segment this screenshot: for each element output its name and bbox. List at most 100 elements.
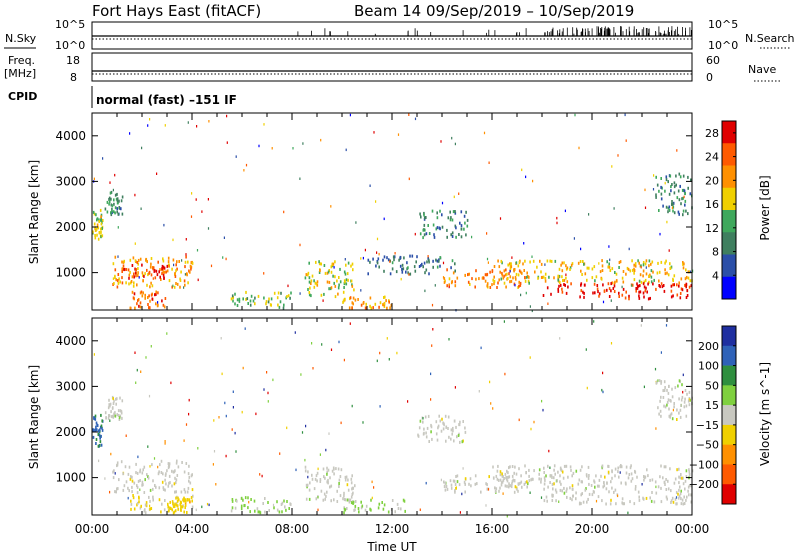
x-tick-label: 12:00	[375, 522, 410, 536]
data-cell	[160, 471, 163, 474]
data-cell	[553, 464, 556, 468]
data-cell	[423, 233, 426, 237]
data-cell	[220, 337, 222, 340]
data-cell	[574, 113, 576, 117]
data-cell	[230, 297, 233, 301]
data-cell	[596, 484, 599, 488]
data-cell	[136, 501, 139, 505]
data-cell	[682, 174, 685, 178]
data-cell	[168, 481, 170, 485]
data-cell	[333, 467, 335, 471]
data-cell	[655, 287, 657, 291]
data-cell	[675, 502, 677, 506]
data-cell	[121, 416, 123, 420]
data-cell	[144, 296, 146, 300]
data-cell	[634, 487, 637, 491]
data-cell	[655, 485, 657, 489]
data-cell	[139, 470, 141, 474]
data-cell	[682, 502, 685, 506]
data-cell	[128, 276, 130, 280]
data-cell	[664, 405, 667, 409]
cpid-label: CPID	[8, 90, 37, 103]
data-cell	[559, 480, 561, 484]
data-cell	[108, 202, 110, 206]
data-cell	[527, 482, 529, 486]
data-cell	[323, 475, 325, 479]
data-cell	[413, 265, 416, 269]
data-cell	[146, 268, 148, 272]
data-cell	[630, 464, 632, 468]
data-cell	[310, 294, 312, 298]
data-cell	[559, 474, 561, 478]
data-cell	[276, 296, 279, 300]
data-cell	[113, 282, 115, 285]
data-cell	[350, 264, 352, 268]
data-cell	[541, 399, 543, 403]
data-cell	[313, 487, 316, 491]
data-cell	[244, 504, 246, 507]
data-cell	[562, 476, 565, 480]
data-cell	[256, 507, 259, 511]
data-cell	[426, 260, 428, 264]
data-cell	[617, 466, 619, 470]
data-cell	[177, 465, 180, 469]
data-cell	[499, 486, 501, 490]
data-cell	[343, 511, 345, 515]
data-cell	[342, 497, 344, 501]
data-cell	[670, 289, 673, 293]
data-cell	[131, 264, 134, 267]
data-cell	[164, 124, 166, 127]
data-cell	[171, 267, 173, 271]
data-cell	[273, 506, 275, 510]
data-cell	[538, 472, 540, 476]
data-cell	[336, 279, 338, 283]
data-cell	[176, 282, 179, 286]
data-cell	[192, 494, 194, 498]
data-cell	[621, 497, 624, 501]
data-cell	[638, 290, 640, 294]
data-cell	[682, 266, 685, 270]
data-cell	[507, 485, 510, 489]
data-cell	[496, 477, 499, 481]
data-cell	[108, 398, 110, 402]
velocity-colorbar-label: Velocity [m s^-1]	[758, 362, 772, 466]
data-cell	[664, 272, 667, 276]
data-cell	[452, 210, 455, 214]
data-cell	[174, 272, 176, 275]
data-cell	[684, 487, 686, 491]
data-cell	[167, 260, 170, 264]
data-cell	[471, 277, 473, 281]
data-cell	[552, 493, 554, 497]
data-cell	[263, 272, 265, 275]
data-cell	[513, 268, 516, 271]
data-cell	[455, 226, 457, 230]
data-cell	[304, 276, 307, 280]
data-cell	[660, 500, 663, 504]
data-cell	[162, 267, 164, 271]
data-cell	[136, 368, 138, 372]
data-cell	[580, 269, 582, 273]
data-cell	[487, 261, 489, 264]
data-cell	[328, 287, 330, 291]
data-cell	[163, 223, 165, 227]
beam-date-title: Beam 14 09/Sep/2019 – 10/Sep/2019	[354, 2, 634, 20]
data-cell	[633, 269, 636, 272]
data-cell	[445, 425, 448, 429]
data-cell	[432, 259, 434, 263]
data-cell	[369, 184, 371, 187]
data-cell	[372, 306, 374, 310]
data-cell	[243, 169, 245, 172]
data-cell	[601, 464, 604, 468]
data-cell	[678, 481, 680, 485]
data-cell	[140, 370, 142, 373]
data-cell	[660, 282, 663, 286]
data-cell	[161, 480, 164, 484]
data-cell	[455, 425, 457, 429]
data-cell	[169, 500, 171, 504]
data-cell	[400, 507, 402, 511]
data-cell	[365, 302, 367, 306]
data-cell	[171, 500, 174, 504]
data-cell	[370, 498, 372, 502]
data-cell	[184, 265, 186, 269]
data-cell	[561, 287, 563, 291]
